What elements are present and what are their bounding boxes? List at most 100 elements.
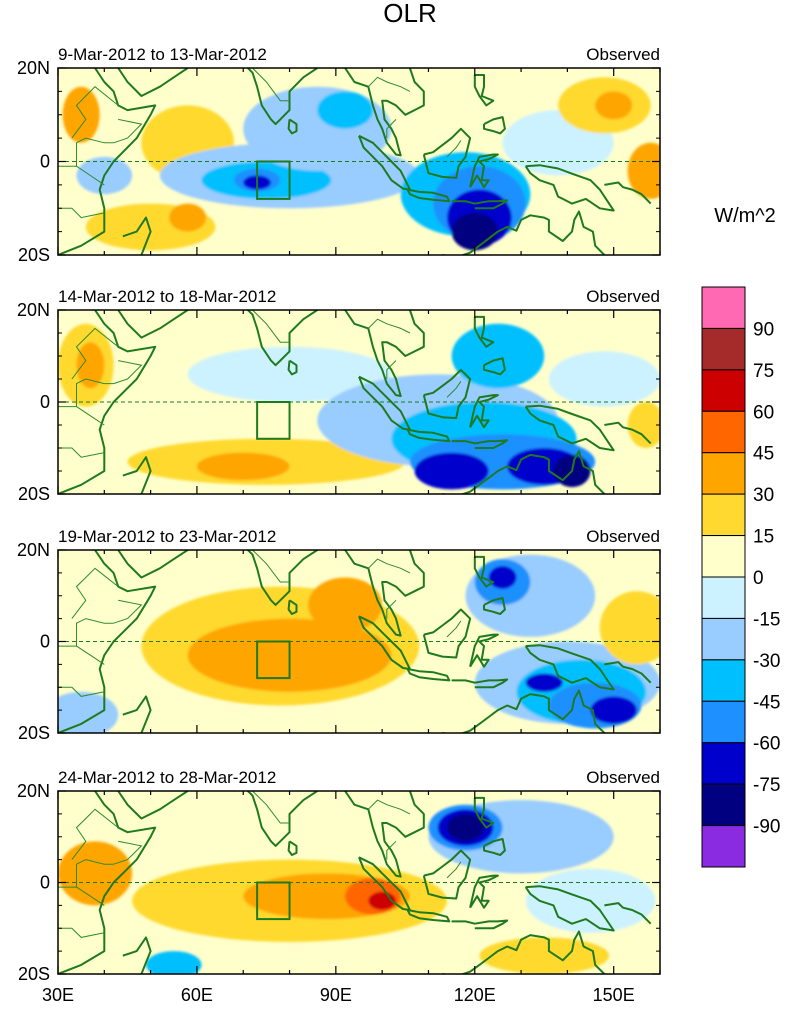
coastline — [358, 615, 411, 670]
border-line — [76, 645, 105, 665]
map-panel: 14-Mar-2012 to 18-Mar-2012 Observed 20N 0 20… — [17, 287, 661, 504]
coastline — [344, 68, 425, 157]
coastline — [442, 450, 606, 494]
coastline — [344, 550, 425, 637]
anomaly-layer — [58, 323, 660, 490]
coastline — [58, 310, 157, 494]
border-line — [367, 558, 411, 574]
border-line — [76, 886, 105, 906]
y-tick-label: 20N — [17, 540, 50, 560]
coastline — [483, 597, 506, 615]
panel-period: 14-Mar-2012 to 18-Mar-2012 — [58, 287, 276, 306]
border-line — [58, 207, 105, 219]
colorbar-swatch — [701, 742, 746, 785]
coastline — [604, 902, 652, 925]
colorbar-swatch — [701, 327, 746, 371]
border-line — [71, 808, 119, 860]
coastline — [58, 550, 157, 733]
panel-label: Observed — [586, 287, 660, 306]
anomaly-contour — [595, 91, 633, 120]
anomaly-contour — [548, 351, 660, 407]
colorbar-label: 15 — [753, 527, 774, 548]
anomaly-contour — [590, 696, 637, 724]
coastline — [604, 661, 652, 684]
coastline — [358, 856, 411, 911]
borders — [58, 310, 462, 458]
colorbar-label: 60 — [753, 402, 774, 423]
borders — [58, 68, 462, 219]
border-line — [58, 927, 105, 938]
anomaly-contour — [62, 86, 100, 143]
y-tick-label: 20S — [18, 723, 50, 743]
y-tick-label: 20N — [17, 58, 50, 78]
anomaly-contour — [627, 402, 660, 448]
colorbar-label: -90 — [753, 817, 780, 838]
anomaly-layer — [58, 554, 660, 733]
anomaly-contour — [414, 452, 489, 490]
border-line — [58, 137, 114, 167]
border-line — [71, 86, 119, 139]
colorbar: 90 75 60 45 30 15 0 -15 -30 -45 -60 -75 -90 — [701, 286, 780, 868]
panel-period: 9-Mar-2012 to 13-Mar-2012 — [58, 45, 267, 64]
panel-label: Observed — [586, 527, 660, 546]
border-line — [252, 791, 290, 824]
coastlines — [58, 791, 652, 974]
coastline — [344, 310, 425, 397]
coastline — [122, 216, 152, 255]
border-line — [386, 119, 397, 139]
coastline — [422, 127, 472, 179]
y-tick-label: 20S — [18, 245, 50, 265]
coastline — [234, 68, 318, 126]
map-panels: 9-Mar-2012 to 13-Mar-2012 Observed 20N 0 20S… — [17, 45, 661, 984]
map-panel: 19-Mar-2012 to 23-Mar-2012 Observed 20N 0 20… — [17, 527, 661, 743]
anomaly-contour — [187, 346, 392, 402]
coastline — [122, 936, 152, 974]
anomaly-layer — [62, 77, 660, 251]
coastline — [344, 791, 425, 878]
colorbar-swatch — [701, 783, 746, 827]
coastline — [442, 689, 606, 733]
border-line — [386, 840, 397, 860]
olr-field — [58, 68, 660, 255]
y-tick-label: 0 — [40, 152, 50, 172]
coastline — [58, 68, 157, 255]
region-box — [256, 401, 291, 440]
coastline — [234, 791, 318, 847]
coastline — [287, 599, 298, 615]
coastline — [406, 428, 451, 443]
coastline — [117, 310, 189, 339]
coastline — [483, 116, 506, 135]
border-line — [252, 550, 290, 583]
olr-field — [58, 310, 660, 494]
coastline — [524, 885, 615, 932]
anomaly-contour — [58, 691, 119, 733]
x-axis: 30E 60E 90E 120E 150E — [42, 985, 635, 1005]
colorbar-swatch — [701, 659, 746, 702]
coastline — [287, 840, 298, 856]
map-panel: 24-Mar-2012 to 28-Mar-2012 Observed 20N 0 20… — [17, 768, 661, 984]
colorbar-swatch — [701, 700, 746, 744]
colorbar-swatch — [701, 617, 746, 661]
colorbar-swatch — [701, 493, 746, 537]
coastline — [122, 695, 152, 733]
panel-label: Observed — [586, 45, 660, 64]
anomaly-contour — [169, 203, 207, 232]
coastline — [524, 404, 615, 452]
border-line — [58, 686, 105, 697]
anomaly-contour — [488, 566, 517, 589]
colorbar-label: -30 — [753, 651, 780, 672]
coastline — [473, 315, 495, 348]
colorbar-label: -15 — [753, 609, 780, 630]
y-tick-label: 0 — [40, 392, 50, 412]
coastline — [422, 849, 472, 900]
coastline — [406, 909, 451, 923]
border-line — [367, 318, 411, 334]
coastline — [451, 678, 509, 689]
y-tick-label: 20S — [18, 484, 50, 504]
border-line — [446, 140, 462, 158]
anomaly-contour — [451, 323, 545, 389]
y-tick-label: 20N — [17, 300, 50, 320]
coastline — [524, 644, 615, 691]
region-box — [256, 640, 291, 680]
